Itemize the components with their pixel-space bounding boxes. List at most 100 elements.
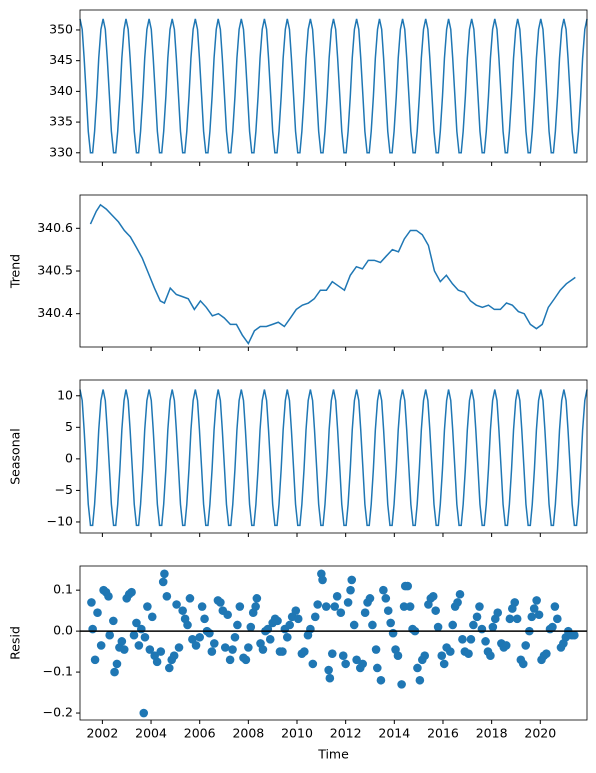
point	[140, 632, 150, 642]
point	[197, 602, 207, 611]
point	[433, 622, 443, 632]
point	[542, 649, 551, 658]
point	[529, 604, 539, 613]
point	[527, 612, 537, 622]
point	[88, 624, 97, 634]
point	[306, 624, 315, 634]
point	[160, 569, 169, 579]
point	[185, 594, 195, 603]
point	[145, 645, 155, 654]
point	[368, 620, 377, 630]
point	[172, 600, 181, 609]
point	[246, 622, 256, 632]
point	[336, 608, 346, 617]
point	[225, 655, 235, 665]
point	[413, 663, 422, 673]
point	[399, 602, 409, 611]
point	[223, 610, 232, 620]
point	[415, 675, 425, 685]
x-tick-label: 2010	[281, 726, 313, 741]
point	[164, 663, 174, 673]
point	[381, 594, 391, 603]
point	[195, 632, 204, 642]
point	[477, 624, 487, 634]
point	[439, 659, 449, 669]
y-tick-label: 0.0	[53, 623, 73, 638]
point	[139, 708, 149, 718]
point	[550, 602, 560, 611]
x-tick-label: 2008	[232, 726, 264, 741]
point	[338, 651, 348, 660]
point	[388, 628, 398, 638]
point	[300, 647, 309, 656]
point	[205, 628, 214, 638]
axes-frame	[79, 194, 588, 348]
point	[445, 647, 455, 656]
point	[325, 673, 335, 683]
y-tick-label: 340	[49, 83, 73, 98]
y-tick-label: 0	[65, 450, 73, 465]
point	[216, 598, 225, 607]
point	[200, 614, 209, 624]
point	[156, 647, 166, 656]
point	[110, 667, 119, 677]
point	[324, 665, 333, 675]
point	[472, 612, 482, 622]
point	[321, 602, 331, 611]
y-tick-label: 350	[49, 21, 73, 36]
point	[285, 620, 295, 630]
point	[431, 606, 440, 615]
point	[455, 589, 465, 599]
point	[134, 641, 144, 650]
y-tick-label: −0.1	[43, 664, 73, 679]
x-tick-label: 2016	[427, 726, 459, 741]
point	[327, 649, 337, 658]
point	[512, 614, 522, 624]
point	[273, 616, 282, 626]
point	[230, 632, 240, 642]
point	[310, 612, 320, 622]
point	[371, 645, 381, 654]
point	[466, 635, 476, 644]
point	[464, 649, 473, 658]
y-tick-label: 335	[49, 114, 73, 129]
point	[93, 608, 102, 617]
axes-frame	[79, 565, 588, 721]
point	[349, 620, 359, 630]
point	[521, 641, 530, 650]
point	[143, 602, 152, 611]
point	[397, 680, 406, 689]
point	[343, 598, 353, 607]
point	[501, 641, 511, 650]
point	[475, 602, 484, 611]
point	[96, 641, 106, 650]
axes-frame	[79, 379, 588, 534]
point	[393, 651, 403, 660]
point	[420, 651, 430, 660]
point	[458, 635, 467, 644]
x-axis-label: Time	[317, 747, 349, 762]
point	[437, 651, 447, 660]
point	[469, 620, 478, 630]
point	[129, 630, 139, 640]
point	[358, 659, 367, 669]
line	[79, 18, 588, 154]
x-tick-label: 2004	[135, 726, 167, 741]
point	[137, 624, 146, 634]
point	[244, 643, 253, 652]
x-tick-label: 2012	[330, 726, 362, 741]
point	[191, 641, 201, 650]
point	[174, 643, 184, 652]
x-tick-label: 2014	[378, 726, 410, 741]
point	[235, 602, 245, 611]
point	[308, 659, 318, 669]
point	[379, 585, 388, 595]
point	[534, 610, 544, 620]
x-tick-label: 2020	[524, 726, 556, 741]
y-tick-label: 10	[57, 387, 73, 402]
point	[209, 639, 219, 648]
point	[330, 602, 340, 611]
axes-frame	[79, 9, 588, 163]
point	[548, 622, 557, 632]
